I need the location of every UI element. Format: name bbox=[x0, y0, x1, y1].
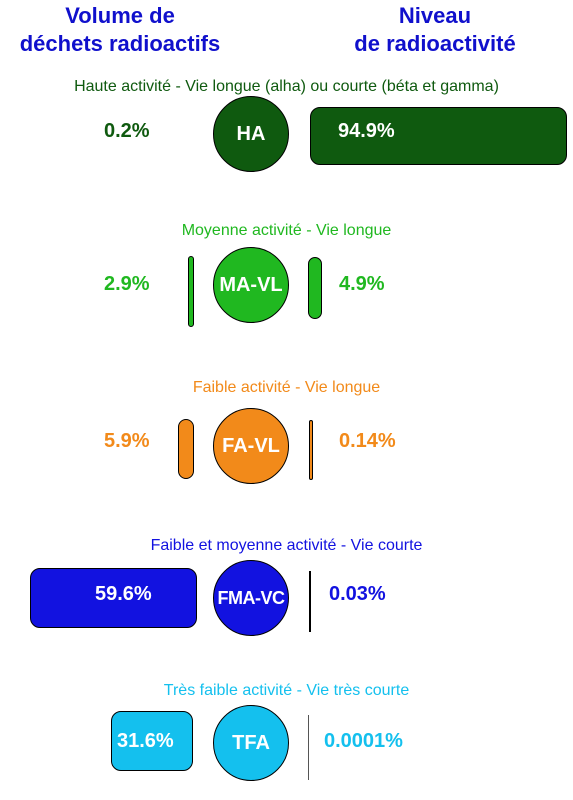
volume-value-tfa: 31.6% bbox=[117, 730, 174, 752]
category-label-fa-vl: Faible activité - Vie longue bbox=[192, 379, 381, 396]
volume-value-ha: 0.2% bbox=[104, 120, 150, 142]
category-label-fma-vc: Faible et moyenne activité - Vie courte bbox=[150, 537, 423, 554]
radioactivity-value-ha: 94.9% bbox=[338, 120, 395, 142]
category-circle-ma-vl: MA-VL bbox=[213, 247, 289, 323]
volume-bar-fa-vl bbox=[178, 419, 194, 479]
category-label-ma-vl: Moyenne activité - Vie longue bbox=[181, 222, 392, 239]
category-circle-ha: HA bbox=[213, 96, 289, 172]
category-circle-tfa: TFA bbox=[213, 705, 289, 781]
radioactivity-bar-ma-vl bbox=[308, 257, 322, 319]
category-label-tfa: Très faible activité - Vie très courte bbox=[163, 682, 410, 699]
volume-value-ma-vl: 2.9% bbox=[104, 273, 150, 295]
radioactivity-header: Niveau de radioactivité bbox=[354, 3, 516, 56]
radioactivity-value-fa-vl: 0.14% bbox=[339, 430, 396, 452]
radioactivity-value-fma-vc: 0.03% bbox=[329, 583, 386, 605]
radioactivity-value-tfa: 0.0001% bbox=[324, 730, 403, 752]
radioactivity-bar-fa-vl bbox=[309, 420, 313, 480]
radioactivity-bar-ha bbox=[310, 107, 567, 165]
category-circle-fma-vc: FMA-VC bbox=[213, 560, 289, 636]
volume-value-fa-vl: 5.9% bbox=[104, 430, 150, 452]
volume-value-fma-vc: 59.6% bbox=[95, 583, 152, 605]
volume-bar-ma-vl bbox=[188, 256, 194, 327]
volume-header: Volume de déchets radioactifs bbox=[19, 3, 221, 56]
volume-bar-tfa bbox=[111, 711, 193, 771]
radioactivity-bar-fma-vc bbox=[309, 571, 311, 632]
volume-bar-fma-vc bbox=[30, 568, 197, 628]
category-label-ha: Haute activité - Vie longue (alha) ou co… bbox=[74, 78, 499, 95]
radioactivity-bar-tfa bbox=[308, 715, 309, 780]
category-circle-fa-vl: FA-VL bbox=[213, 408, 289, 484]
radioactivity-value-ma-vl: 4.9% bbox=[339, 273, 385, 295]
